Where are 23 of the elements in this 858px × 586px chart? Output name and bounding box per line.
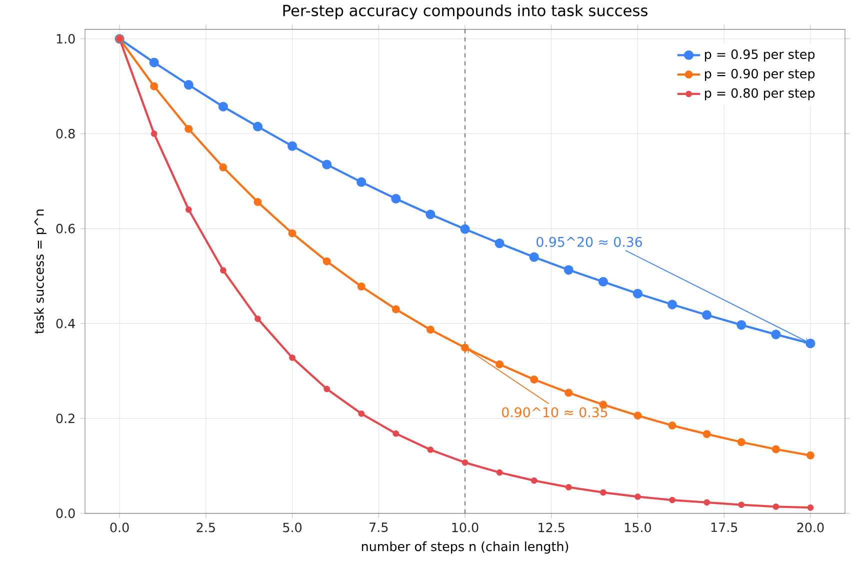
- y-tick-label: 1.0: [56, 34, 75, 44]
- legend-label: p = 0.80 per step: [705, 88, 815, 100]
- y-tick-label: 0.6: [56, 224, 75, 234]
- x-tick-label: 10.0: [452, 522, 478, 532]
- y-axis-title: task success = p^n: [34, 209, 46, 334]
- legend-label: p = 0.90 per step: [705, 68, 815, 81]
- y-tick-label: 0.0: [56, 508, 75, 518]
- y-tick-label: 0.2: [56, 413, 74, 424]
- x-tick-label: 0.0: [110, 522, 129, 532]
- y-tick-label: 0.4: [56, 318, 75, 328]
- x-tick-label: 15.0: [625, 522, 651, 532]
- x-tick-label: 12.5: [538, 522, 564, 532]
- annotation: 0.90^10 ≈ 0.35: [502, 407, 608, 418]
- x-tick-label: 2.5: [196, 522, 215, 532]
- legend-label: p = 0.95 per step: [705, 49, 815, 62]
- x-axis-title: number of steps n (chain length): [362, 541, 568, 554]
- x-tick-label: 17.5: [711, 522, 738, 532]
- x-tick-label: 7.5: [370, 522, 388, 532]
- x-tick-label: 20.0: [797, 522, 824, 532]
- annotation: 0.95^20 ≈ 0.36: [536, 236, 642, 247]
- chart-title: Per-step accuracy compounds into task success: [283, 4, 648, 20]
- x-tick-label: 5.0: [283, 522, 302, 532]
- y-tick-label: 0.8: [56, 128, 75, 138]
